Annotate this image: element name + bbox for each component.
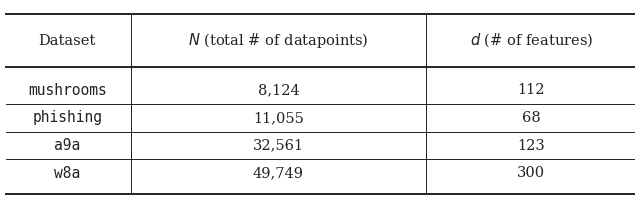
Text: 11,055: 11,055: [253, 111, 304, 125]
Text: phishing: phishing: [32, 110, 102, 125]
Text: 32,561: 32,561: [253, 139, 304, 152]
Text: 123: 123: [517, 139, 545, 152]
Text: a9a: a9a: [54, 138, 81, 153]
Text: Dataset: Dataset: [38, 34, 96, 48]
Text: $d$ ($\#$ of features): $d$ ($\#$ of features): [470, 32, 593, 50]
Text: 68: 68: [522, 111, 541, 125]
Text: w8a: w8a: [54, 166, 81, 181]
Text: 112: 112: [518, 83, 545, 97]
Text: mushrooms: mushrooms: [28, 83, 107, 98]
Text: 8,124: 8,124: [257, 83, 300, 97]
Text: 300: 300: [517, 166, 545, 180]
Text: $N$ (total $\#$ of datapoints): $N$ (total $\#$ of datapoints): [188, 31, 369, 50]
Text: 49,749: 49,749: [253, 166, 304, 180]
